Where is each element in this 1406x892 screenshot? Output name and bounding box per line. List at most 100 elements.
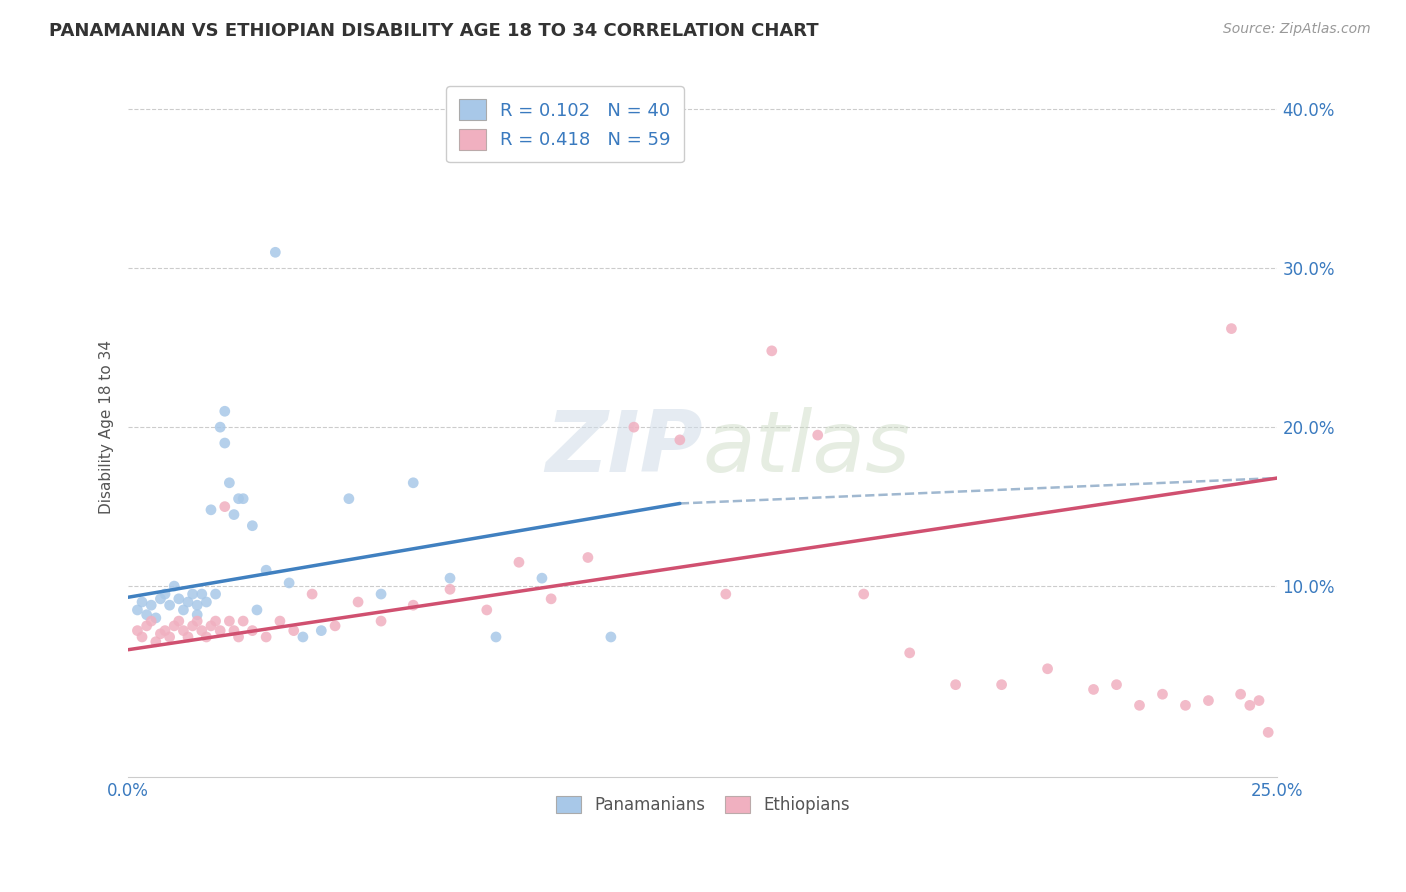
Point	[1220, 321, 1243, 335]
Point	[599, 630, 621, 644]
Point	[269, 614, 291, 628]
Point	[576, 550, 599, 565]
Point	[177, 630, 200, 644]
Point	[195, 595, 218, 609]
Point	[1197, 693, 1219, 707]
Point	[240, 518, 263, 533]
Point	[204, 587, 226, 601]
Point	[186, 607, 208, 622]
Point	[402, 598, 425, 612]
Point	[311, 624, 333, 638]
Point	[167, 591, 190, 606]
Point	[1036, 662, 1059, 676]
Point	[141, 598, 163, 612]
Point	[669, 433, 692, 447]
Point	[485, 630, 508, 644]
Point	[177, 595, 200, 609]
Point	[1257, 725, 1279, 739]
Point	[172, 603, 194, 617]
Point	[214, 500, 236, 514]
Point	[141, 614, 163, 628]
Point	[209, 624, 232, 638]
Text: Source: ZipAtlas.com: Source: ZipAtlas.com	[1223, 22, 1371, 37]
Point	[214, 404, 236, 418]
Point	[222, 624, 245, 638]
Point	[218, 614, 240, 628]
Point	[149, 627, 172, 641]
Text: PANAMANIAN VS ETHIOPIAN DISABILITY AGE 18 TO 34 CORRELATION CHART: PANAMANIAN VS ETHIOPIAN DISABILITY AGE 1…	[49, 22, 818, 40]
Point	[232, 614, 254, 628]
Point	[131, 630, 153, 644]
Point	[1229, 687, 1251, 701]
Point	[228, 491, 250, 506]
Point	[1239, 698, 1261, 713]
Point	[1152, 687, 1174, 701]
Point	[167, 614, 190, 628]
Point	[1083, 682, 1105, 697]
Point	[163, 619, 186, 633]
Point	[323, 619, 346, 633]
Point	[540, 591, 562, 606]
Point	[370, 614, 392, 628]
Point	[145, 611, 167, 625]
Point	[898, 646, 921, 660]
Point	[1128, 698, 1150, 713]
Point	[135, 619, 157, 633]
Point	[240, 624, 263, 638]
Point	[131, 595, 153, 609]
Point	[200, 503, 222, 517]
Point	[337, 491, 360, 506]
Point	[228, 630, 250, 644]
Point	[218, 475, 240, 490]
Y-axis label: Disability Age 18 to 34: Disability Age 18 to 34	[100, 340, 114, 514]
Point	[153, 587, 176, 601]
Point	[439, 582, 461, 597]
Text: ZIP: ZIP	[546, 407, 703, 490]
Point	[159, 598, 181, 612]
Point	[232, 491, 254, 506]
Point	[191, 624, 214, 638]
Point	[200, 619, 222, 633]
Point	[945, 678, 967, 692]
Point	[172, 624, 194, 638]
Point	[278, 576, 301, 591]
Point	[186, 598, 208, 612]
Point	[222, 508, 245, 522]
Point	[301, 587, 323, 601]
Point	[370, 587, 392, 601]
Point	[283, 624, 305, 638]
Point	[191, 587, 214, 601]
Point	[246, 603, 269, 617]
Point	[807, 428, 830, 442]
Point	[623, 420, 645, 434]
Point	[254, 630, 277, 644]
Point	[204, 614, 226, 628]
Point	[402, 475, 425, 490]
Point	[761, 343, 783, 358]
Text: atlas: atlas	[703, 407, 911, 490]
Point	[439, 571, 461, 585]
Point	[127, 603, 149, 617]
Point	[145, 634, 167, 648]
Point	[347, 595, 370, 609]
Point	[1174, 698, 1197, 713]
Point	[135, 607, 157, 622]
Point	[186, 614, 208, 628]
Point	[181, 619, 204, 633]
Point	[1247, 693, 1270, 707]
Point	[181, 587, 204, 601]
Point	[264, 245, 287, 260]
Point	[209, 420, 232, 434]
Point	[530, 571, 553, 585]
Point	[852, 587, 875, 601]
Point	[508, 555, 530, 569]
Point	[195, 630, 218, 644]
Point	[153, 624, 176, 638]
Point	[127, 624, 149, 638]
Point	[990, 678, 1012, 692]
Point	[475, 603, 498, 617]
Point	[291, 630, 314, 644]
Legend: Panamanians, Ethiopians: Panamanians, Ethiopians	[546, 787, 860, 824]
Point	[1105, 678, 1128, 692]
Point	[214, 436, 236, 450]
